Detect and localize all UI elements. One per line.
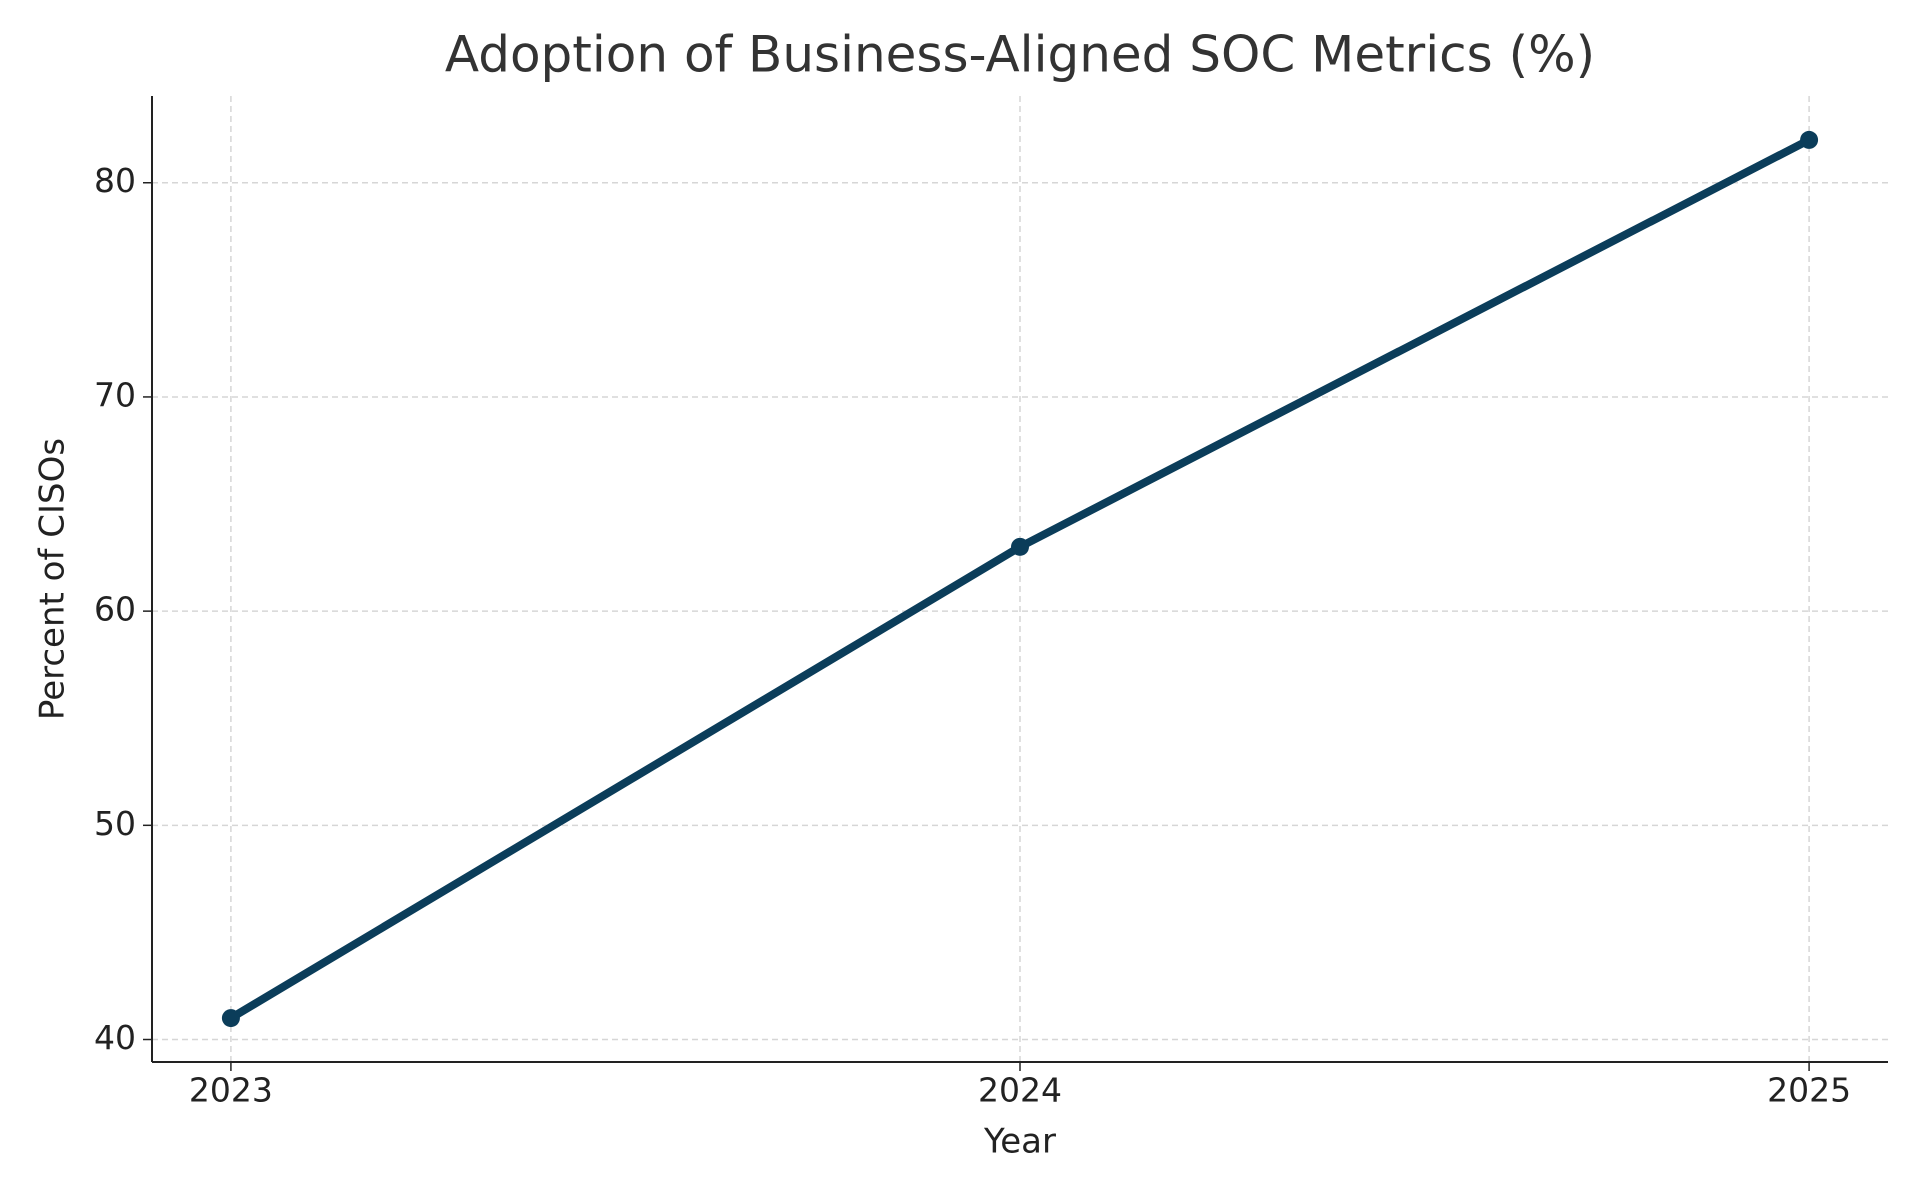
y-tick-label: 70 (94, 375, 136, 414)
y-tick-label: 80 (94, 161, 136, 200)
point (1011, 537, 1029, 556)
chart-title: Adoption of Business-Aligned SOC Metrics… (445, 26, 1595, 84)
x-tick-label: 2024 (978, 1071, 1062, 1110)
x-tick-label: 2023 (189, 1071, 273, 1110)
y-axis-label: Percent of CISOs (33, 438, 73, 720)
y-tick-label: 60 (94, 590, 136, 629)
point (221, 1009, 240, 1028)
x-axis-label: Year (983, 1122, 1056, 1162)
x-tick-label: 2025 (1767, 1071, 1851, 1110)
y-tick-label: 40 (94, 1018, 136, 1057)
y-tick-label: 50 (94, 804, 136, 843)
point (1800, 130, 1819, 149)
